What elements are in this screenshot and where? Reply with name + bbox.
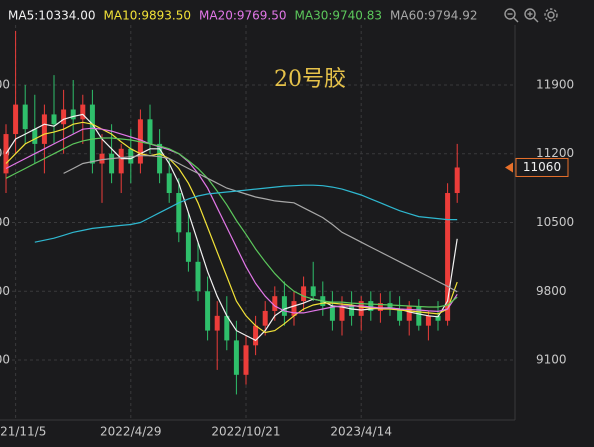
y-tick-label: 11900 <box>536 77 574 91</box>
candle-body <box>214 315 220 331</box>
candle-body <box>416 306 422 326</box>
candle-body <box>70 109 76 120</box>
y-tick-label: 9100 <box>0 353 10 367</box>
ma-line <box>5 127 458 314</box>
candle-body <box>301 286 307 302</box>
candle-body <box>291 301 297 316</box>
candle-body <box>425 315 431 326</box>
candle-body <box>147 119 153 144</box>
y-tick-label: 9800 <box>536 284 567 298</box>
last-price-pointer <box>505 162 513 173</box>
candle-body <box>13 104 19 135</box>
ma-line <box>5 137 458 308</box>
toolbar[interactable] <box>504 8 558 23</box>
candle-body <box>157 143 163 174</box>
candle-body <box>368 301 374 311</box>
candle-body <box>89 104 95 164</box>
candle-body <box>166 173 172 194</box>
x-tick-label: 2021/11/5 <box>0 425 46 439</box>
candle-body <box>329 306 335 321</box>
settings-icon[interactable] <box>544 8 558 22</box>
x-tick-label: 2022/10/21 <box>211 425 280 439</box>
legend-entry: MA10:9893.50 <box>104 9 192 23</box>
y-tick-label: 9800 <box>0 284 10 298</box>
candle-body <box>454 167 460 194</box>
last-price-label: 11060 <box>523 160 561 174</box>
candle-body <box>281 296 287 316</box>
candle-body <box>118 148 124 174</box>
candle-body <box>195 261 201 292</box>
candle-body <box>41 114 47 144</box>
candle-body <box>262 310 268 326</box>
candle-body <box>349 306 355 316</box>
candle-body <box>185 232 191 262</box>
candle-body <box>310 286 316 297</box>
zoom-out-icon[interactable] <box>504 8 519 23</box>
legend-entry: MA5:10334.00 <box>8 9 96 23</box>
candle-body <box>435 315 441 321</box>
y-tick-label: 11900 <box>0 77 10 91</box>
ma-line <box>34 184 458 243</box>
candle-body <box>339 306 345 321</box>
candle-body <box>445 193 451 321</box>
y-tick-label: 9100 <box>536 353 567 367</box>
ma-line <box>63 155 458 293</box>
x-tick-label: 2023/4/14 <box>330 425 392 439</box>
chart-title: 20号胶 <box>274 67 346 92</box>
last-price-box <box>515 157 569 177</box>
candle-body <box>80 104 86 120</box>
candle-body <box>51 114 57 125</box>
legend-entry: MA30:9740.83 <box>295 9 383 23</box>
candle-body <box>3 134 9 174</box>
candle-body <box>243 345 249 375</box>
candle-body <box>99 153 105 164</box>
grid <box>0 25 515 420</box>
candle-body <box>205 291 211 331</box>
candle-body <box>233 340 239 375</box>
legend-entry: MA20:9769.50 <box>199 9 287 23</box>
x-tick-label: 2022/4/29 <box>100 425 162 439</box>
zoom-in-icon[interactable] <box>524 8 539 23</box>
candle-body <box>397 308 403 321</box>
candle-body <box>387 303 393 309</box>
legend-entry: MA60:9794.92 <box>390 9 478 23</box>
candle-body <box>253 325 259 346</box>
candle-body <box>406 306 412 321</box>
y-tick-label: 10500 <box>536 215 574 229</box>
candle-body <box>61 109 67 125</box>
candle-body <box>22 104 28 130</box>
candle-body <box>32 129 38 144</box>
ma-line <box>5 121 458 334</box>
candle-body <box>109 153 115 174</box>
candle-body <box>176 193 182 233</box>
candle-body <box>272 296 278 311</box>
candle-body <box>358 301 364 316</box>
candle-body <box>377 303 383 311</box>
y-tick-label: 10500 <box>0 215 10 229</box>
y-tick-label: 11200 <box>536 146 574 160</box>
candle-body <box>224 315 230 341</box>
